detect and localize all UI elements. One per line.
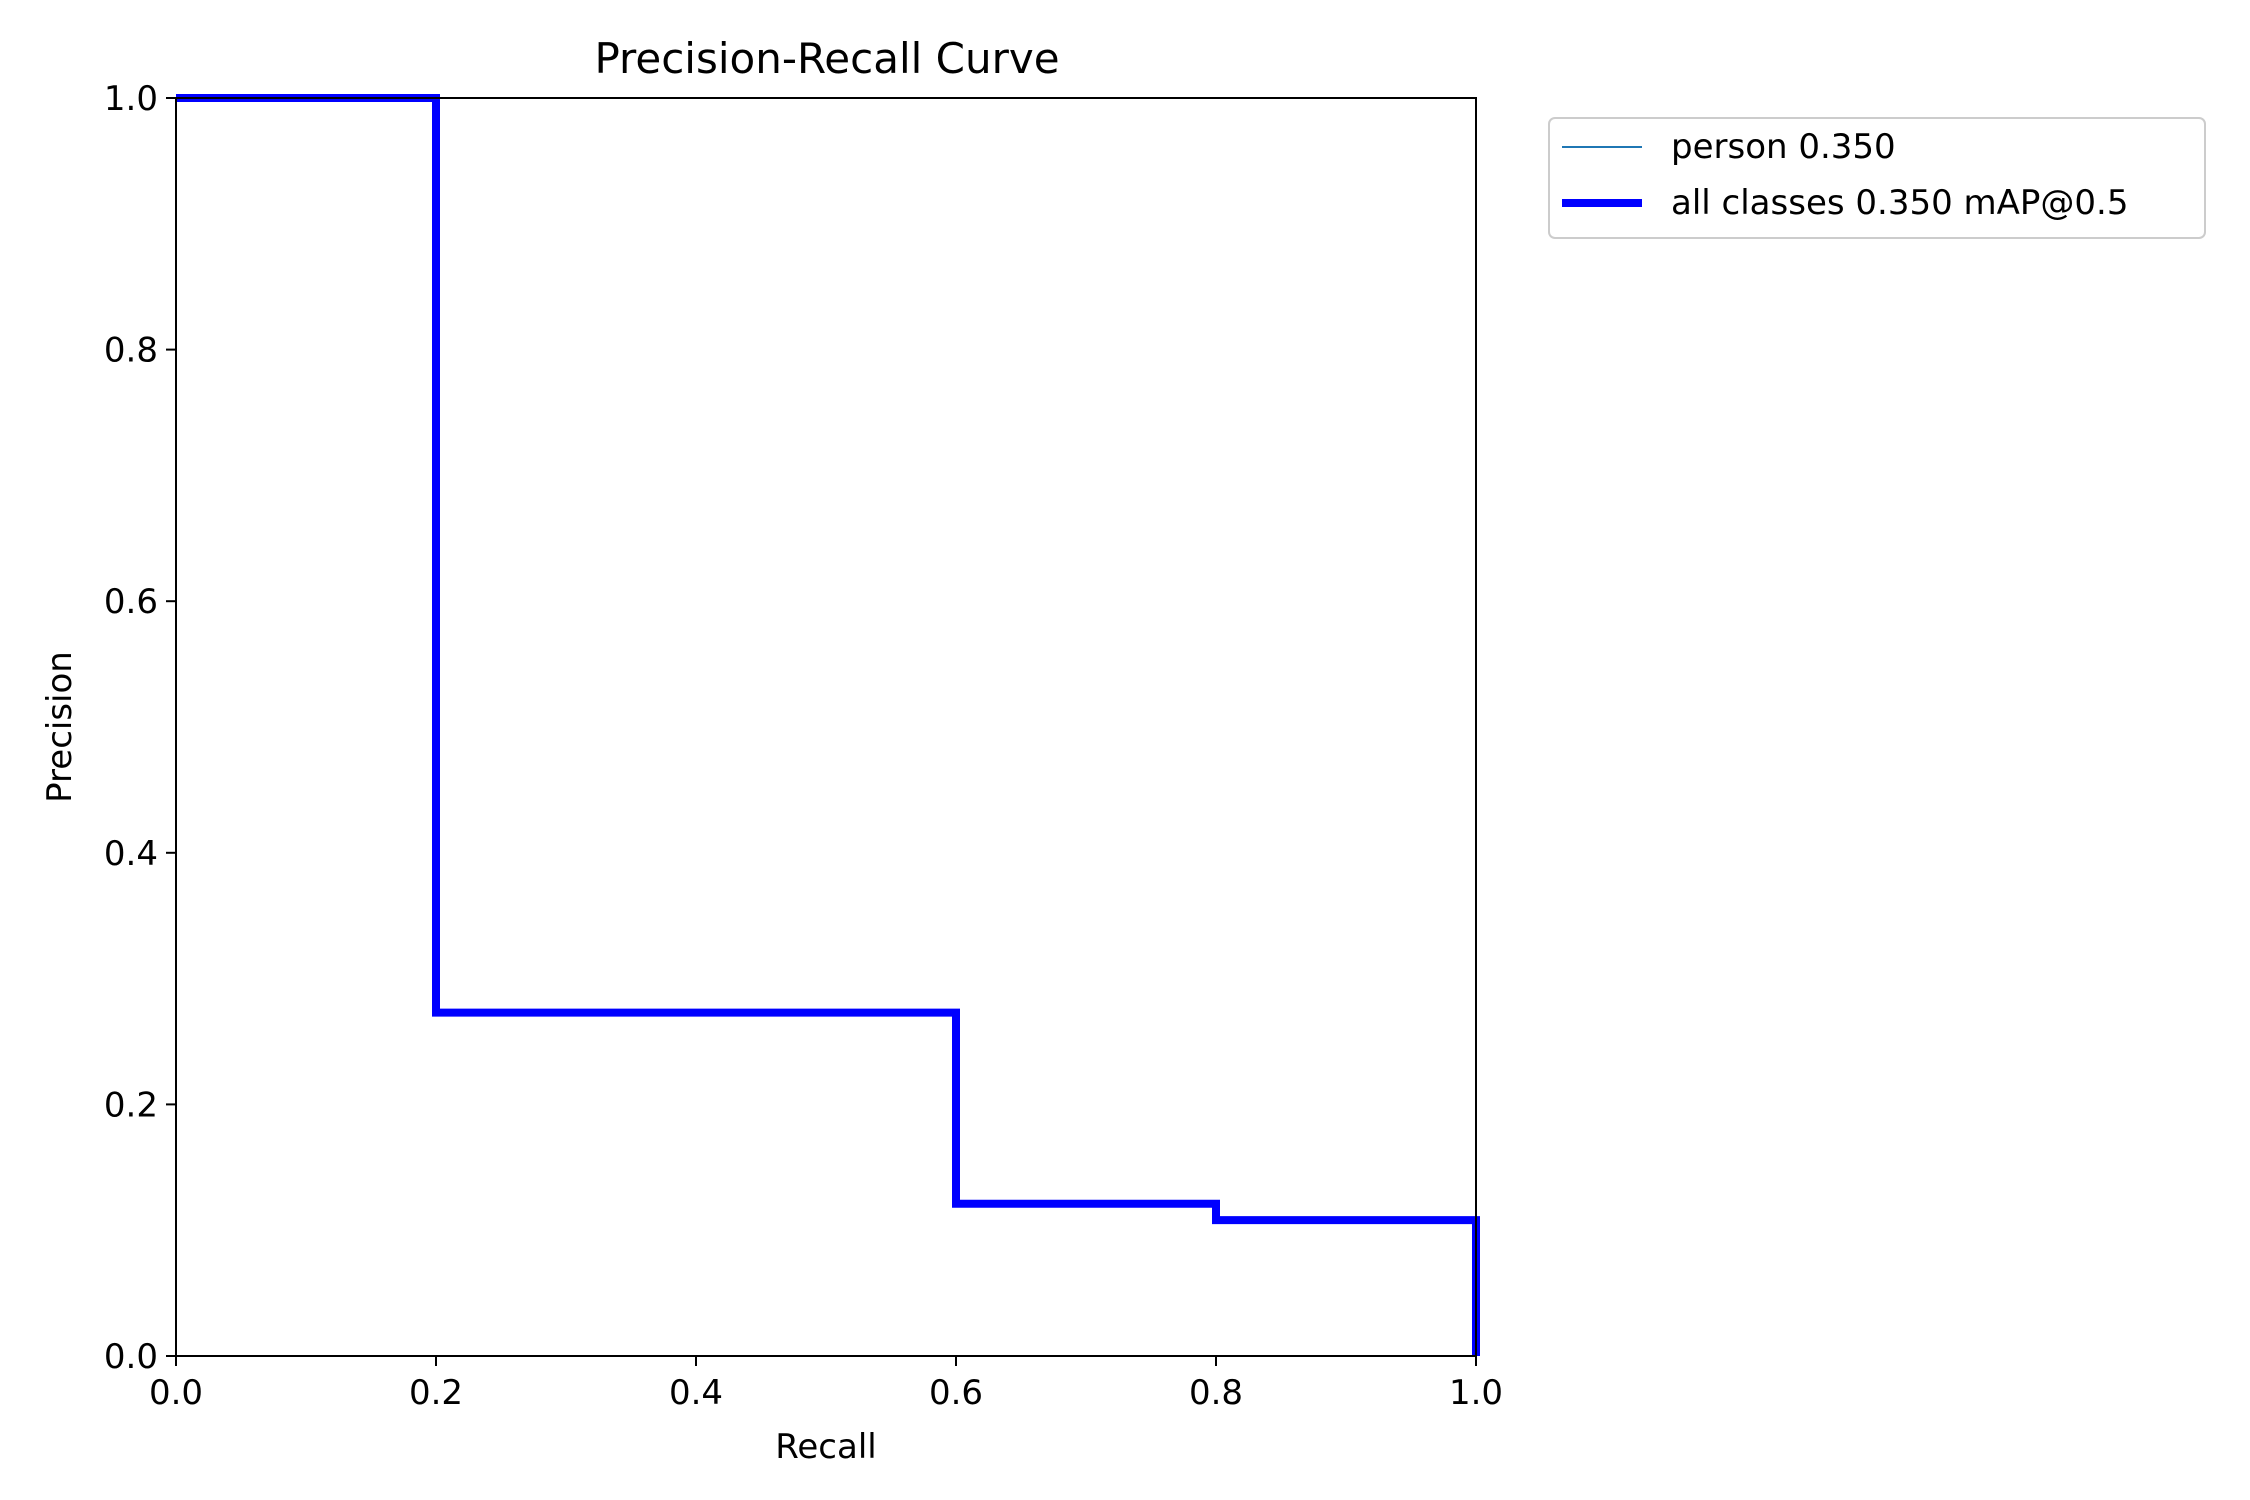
y-tick-label: 0.6 bbox=[104, 582, 158, 622]
y-tick-label: 0.0 bbox=[104, 1337, 158, 1377]
x-axis-label: Recall bbox=[775, 1427, 876, 1467]
plot-frame bbox=[175, 97, 1477, 1357]
x-tick-label: 0.6 bbox=[929, 1373, 983, 1413]
y-axis-label: Precision bbox=[40, 651, 80, 803]
x-tick-label: 0.2 bbox=[409, 1373, 463, 1413]
x-tick-label: 0.0 bbox=[149, 1373, 203, 1413]
x-tick-label: 0.4 bbox=[669, 1373, 723, 1413]
chart-title: Precision-Recall Curve bbox=[594, 34, 1059, 83]
series-lines bbox=[176, 94, 1480, 1356]
axis-ticks: 0.0 0.2 0.4 0.6 0.8 1.0 0.0 0.2 0.4 0.6 0.8 1.0 bbox=[104, 79, 1503, 1413]
series-line-all-classes bbox=[176, 94, 1480, 1356]
legend: person 0.350 all classes 0.350 mAP@0.5 bbox=[1548, 117, 2206, 239]
y-tick-label: 1.0 bbox=[104, 79, 158, 119]
y-tick-label: 0.4 bbox=[104, 834, 158, 874]
legend-label-person: person 0.350 bbox=[1671, 127, 1896, 167]
legend-frame bbox=[1548, 117, 2206, 239]
legend-label-all-classes: all classes 0.350 mAP@0.5 bbox=[1671, 183, 2128, 223]
x-tick-label: 0.8 bbox=[1189, 1373, 1243, 1413]
y-tick-label: 0.8 bbox=[104, 331, 158, 371]
y-tick-label: 0.2 bbox=[104, 1085, 158, 1125]
x-tick-label: 1.0 bbox=[1449, 1373, 1503, 1413]
